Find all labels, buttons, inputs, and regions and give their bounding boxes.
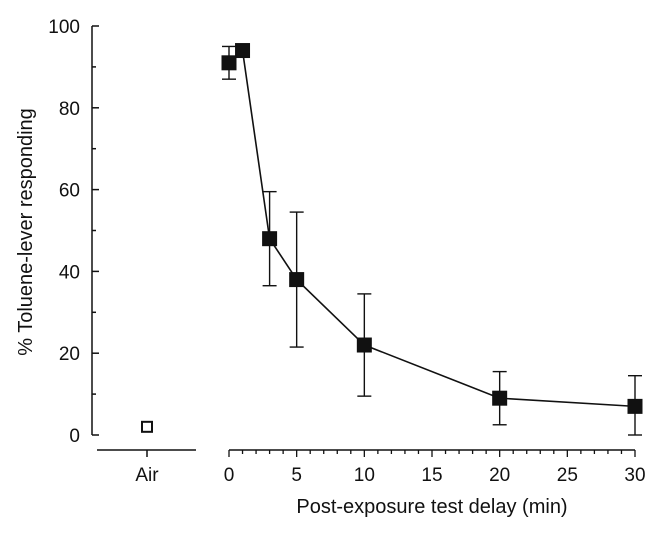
series-line [228, 48, 636, 408]
data-point [356, 337, 372, 353]
y-tick-label: 60 [59, 181, 80, 202]
x-tick-label: 5 [291, 465, 302, 486]
x-tick-label: 25 [557, 465, 578, 486]
x-tick-label: 20 [489, 465, 510, 486]
air-data-point [141, 420, 153, 433]
data-point [627, 398, 643, 414]
x-tick-label: 0 [224, 465, 235, 486]
x-tick-label: 15 [421, 465, 442, 486]
data-point [492, 390, 508, 406]
y-tick-label: 20 [59, 344, 80, 365]
air-axis: Air [97, 449, 196, 486]
y-tick-label: 0 [69, 426, 80, 447]
x-tick-label: 30 [624, 465, 645, 486]
data-marks [141, 43, 643, 436]
data-point [221, 55, 237, 71]
data-point [235, 43, 251, 59]
data-point [289, 272, 305, 288]
air-tick-label: Air [135, 465, 159, 486]
y-axis: 0 20 40 60 80 100 [48, 17, 99, 447]
data-point [262, 231, 278, 247]
x-axis: 0 5 10 15 20 25 30 [224, 449, 646, 486]
y-axis-title: % Toluene-lever responding [15, 108, 37, 356]
y-tick-label: 100 [48, 17, 80, 38]
x-axis-title: Post-exposure test delay (min) [296, 496, 567, 518]
y-tick-label: 80 [59, 99, 80, 120]
x-tick-label: 10 [354, 465, 375, 486]
y-tick-label: 40 [59, 262, 80, 283]
